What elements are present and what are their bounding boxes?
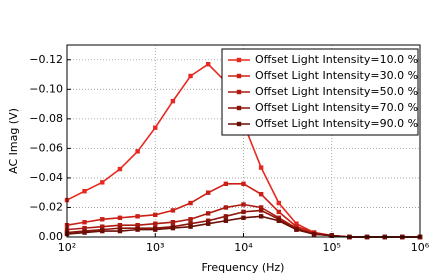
point — [153, 227, 158, 232]
point — [170, 220, 176, 225]
point — [311, 231, 317, 237]
y-tick-label: −0.02 — [29, 200, 63, 213]
point — [329, 233, 334, 238]
legend-marker — [236, 73, 242, 79]
legend-label: Offset Light Intensity=10.0 % — [255, 53, 418, 66]
point — [205, 221, 211, 226]
x-tick-label: 10⁶ — [411, 241, 430, 254]
legend-label: Offset Light Intensity=50.0 % — [255, 85, 418, 98]
point — [258, 191, 264, 197]
point — [117, 228, 123, 234]
point — [153, 212, 158, 218]
y-tick-label: −0.12 — [29, 53, 63, 66]
point — [241, 181, 246, 187]
legend-marker — [236, 89, 242, 95]
point — [294, 227, 299, 232]
point — [276, 209, 282, 215]
x-tick-label: 10⁵ — [323, 241, 341, 254]
point — [188, 200, 193, 206]
point — [135, 214, 140, 219]
y-axis-label: AC Imag (V) — [7, 108, 20, 174]
point — [100, 224, 105, 229]
point — [100, 217, 105, 222]
point — [82, 220, 87, 225]
point — [294, 221, 299, 226]
point — [82, 189, 87, 194]
point — [117, 222, 123, 228]
point — [135, 222, 140, 228]
x-tick-label: 10³ — [146, 241, 164, 254]
point — [241, 202, 246, 207]
x-axis-label: Frequency (Hz) — [202, 261, 285, 274]
legend-box — [221, 48, 419, 136]
point — [223, 181, 229, 187]
point — [188, 73, 193, 79]
plot-frame — [66, 44, 421, 238]
point — [188, 224, 193, 229]
y-tick-label: −0.08 — [29, 112, 63, 125]
point — [205, 62, 211, 67]
point — [170, 225, 176, 231]
point — [170, 98, 176, 104]
legend-label: Offset Light Intensity=30.0 % — [255, 69, 418, 82]
point — [82, 225, 87, 231]
point — [205, 190, 211, 195]
point — [82, 230, 87, 235]
x-tick-label: 10² — [58, 241, 76, 254]
point — [117, 225, 123, 231]
point — [258, 205, 264, 210]
y-tick-label: −0.10 — [29, 82, 63, 95]
point — [223, 214, 229, 219]
point — [153, 221, 158, 226]
point — [241, 215, 246, 220]
x-tick-label: 10⁴ — [234, 241, 253, 254]
point — [188, 217, 193, 222]
point — [170, 208, 176, 213]
y-tick-label: 0.00 — [39, 230, 64, 243]
point — [258, 165, 264, 170]
point — [258, 208, 264, 213]
point — [276, 200, 282, 206]
legend-marker — [236, 57, 242, 63]
point — [258, 214, 264, 219]
legend-label: Offset Light Intensity=90.0 % — [255, 117, 418, 130]
point — [241, 209, 246, 215]
point — [205, 218, 211, 223]
point — [223, 205, 229, 210]
point — [205, 211, 211, 216]
y-tick-label: −0.04 — [29, 171, 63, 184]
legend-label: Offset Light Intensity=70.0 % — [255, 101, 418, 114]
point — [100, 228, 105, 234]
point — [100, 180, 105, 185]
point — [276, 218, 282, 223]
point — [223, 218, 229, 223]
y-tick-label: −0.06 — [29, 141, 63, 154]
legend-marker — [236, 121, 242, 127]
point — [188, 221, 193, 226]
point — [153, 125, 158, 130]
point — [135, 227, 140, 232]
point — [117, 215, 123, 220]
point — [135, 149, 140, 154]
point — [117, 166, 123, 172]
legend: Offset Light Intensity=10.0 % Offset Ligh… — [221, 48, 419, 136]
legend-marker — [236, 105, 242, 111]
